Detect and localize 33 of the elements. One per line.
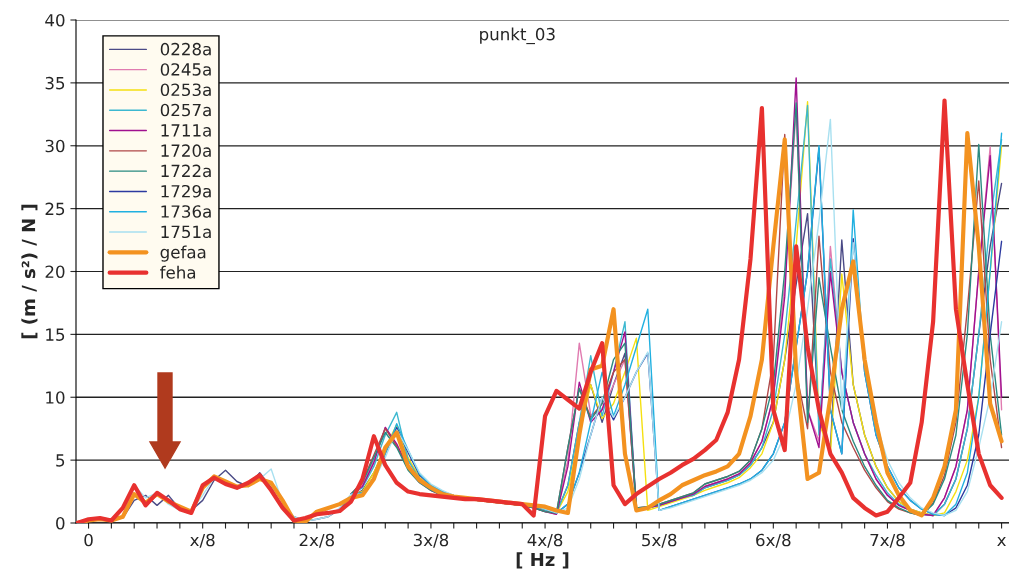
chart-title: punkt_03 bbox=[480, 27, 555, 45]
x-tick-label: 0 bbox=[84, 533, 93, 547]
legend-label: 0228a bbox=[160, 42, 211, 56]
legend-label: 0257a bbox=[160, 103, 211, 117]
legend-label: 1729a bbox=[161, 184, 211, 198]
x-tick-label: 2x/8 bbox=[299, 533, 335, 548]
x-tick-label: 6x/8 bbox=[756, 533, 791, 548]
legend-label: feha bbox=[160, 265, 196, 279]
x-tick-label: x/8 bbox=[190, 533, 215, 548]
x-tick-label: 4x/8 bbox=[527, 533, 563, 548]
x-tick-label: 5x/8 bbox=[642, 533, 677, 548]
y-tick-label: 0 bbox=[56, 516, 65, 530]
y-tick-label: 25 bbox=[45, 202, 65, 216]
y-axis-title: [ (m / s²) / N ] bbox=[21, 204, 38, 339]
x-tick-label: 7x/8 bbox=[870, 533, 905, 548]
x-tick-label: x bbox=[997, 536, 1006, 547]
y-tick-label: 15 bbox=[46, 328, 65, 341]
legend-label: 1711a bbox=[161, 124, 211, 137]
y-tick-label: 10 bbox=[46, 391, 65, 404]
x-tick-label: 3x/8 bbox=[413, 533, 449, 548]
y-tick-label: 20 bbox=[45, 265, 65, 279]
legend-label: 1722a bbox=[161, 164, 211, 178]
legend-label: 0253a bbox=[160, 83, 211, 97]
legend-label: gefaa bbox=[160, 245, 206, 262]
y-tick-label: 35 bbox=[45, 76, 65, 90]
y-tick-label: 40 bbox=[45, 13, 65, 27]
legend-label: 1736a bbox=[161, 205, 211, 218]
legend-label: 1751a bbox=[161, 225, 211, 239]
x-axis-title: [ Hz ] bbox=[516, 552, 569, 569]
y-tick-label: 30 bbox=[45, 139, 65, 153]
legend-label: 1720a bbox=[161, 144, 211, 157]
legend-label: 0245a bbox=[160, 63, 211, 76]
y-tick-label: 5 bbox=[56, 454, 65, 467]
